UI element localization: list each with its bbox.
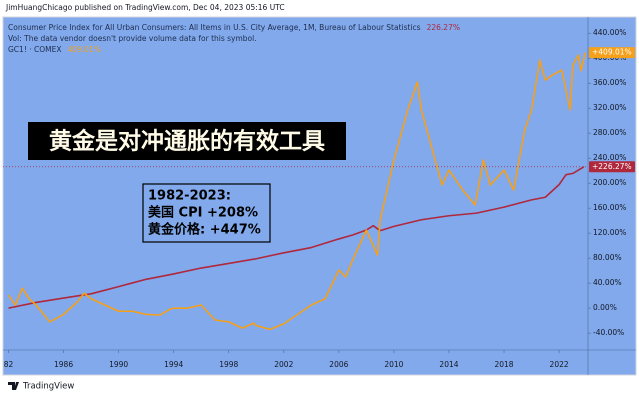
x-tick-label: 82 [4,360,14,369]
title-box [28,122,346,160]
x-tick-label: 2022 [550,360,569,369]
footer: TradingView [8,382,74,392]
y-tick-label: 280.00% [593,128,626,137]
y-tick-label: 360.00% [593,78,626,87]
y-tick-label: 320.00% [593,103,626,112]
annotation-text: 1982-2023: [148,189,231,204]
last-value-box [589,47,635,59]
x-tick-label: 2010 [384,360,403,369]
y-tick-label: 240.00% [593,153,626,162]
header: JimHuangChicago published on TradingView… [5,3,285,12]
x-tick-label: 2018 [494,360,513,369]
x-tick-label: 1986 [54,360,73,369]
plot-background [2,16,637,376]
logo [8,382,19,390]
annotation-text: 黄金价格: +447% [148,222,261,238]
y-tick-label: 200.00% [593,178,626,187]
x-tick-label: 2002 [274,360,293,369]
last-value-box [589,161,635,173]
legend-value: 226.27% [427,23,460,32]
y-tick-label: 440.00% [593,28,626,37]
last-value-label: +409.01% [592,48,632,57]
chart-title: 黄金是对冲通胀的有效工具 [49,128,325,155]
y-tick-label: 80.00% [593,253,622,262]
x-tick-label: 2014 [439,360,458,369]
x-tick-label: 1994 [164,360,183,369]
y-tick-label: 160.00% [593,203,626,212]
x-tick-label: 1990 [109,360,128,369]
series-line [7,52,587,331]
footer-text: TradingView [22,382,74,392]
last-value-label: +226.27% [592,162,632,171]
y-tick-label: 40.00% [593,278,622,287]
annotation-box [142,183,271,243]
y-tick-label: 0.00% [593,303,617,312]
x-tick-label: 2006 [329,360,348,369]
legend-text: GC1! · COMEX [8,45,61,54]
x-tick-label: 1998 [219,360,238,369]
legend-text: Consumer Price Index for All Urban Consu… [8,23,421,32]
y-tick-label: -40.00% [593,328,624,337]
annotation-text: 美国 CPI +208% [148,205,258,221]
legend-value: 409.01% [67,45,100,54]
legend-text: Vol: The data vendor doesn't provide vol… [8,34,257,43]
series-line [8,166,585,309]
y-tick-label: 120.00% [593,228,626,237]
